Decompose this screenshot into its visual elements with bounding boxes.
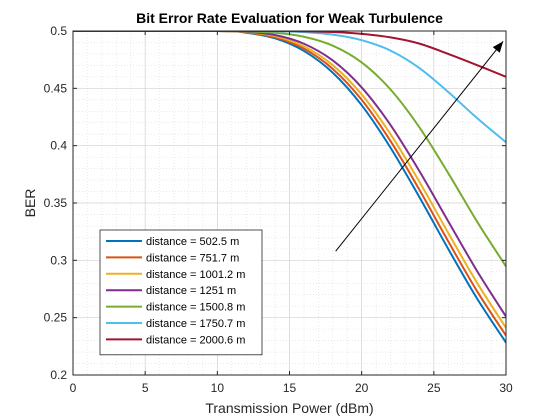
x-tick-label: 30 bbox=[499, 381, 513, 395]
x-tick-label: 10 bbox=[211, 381, 225, 395]
y-tick-label: 0.5 bbox=[50, 24, 67, 38]
annotation-arrow-shaft bbox=[335, 41, 504, 252]
annotation-arrow-head bbox=[492, 41, 504, 53]
x-tick-label: 15 bbox=[283, 381, 297, 395]
y-tick-label: 0.2 bbox=[50, 368, 67, 382]
legend-box bbox=[99, 229, 263, 356]
x-tick-label: 25 bbox=[427, 381, 441, 395]
chart-title: Bit Error Rate Evaluation for Weak Turbu… bbox=[136, 10, 443, 26]
legend-label-3: distance = 1251 m bbox=[146, 285, 236, 297]
y-axis-label: BER bbox=[22, 189, 38, 218]
y-tick-label: 0.4 bbox=[50, 139, 67, 153]
y-tick-labels: 0.2 0.25 0.3 0.35 0.4 0.45 0.5 bbox=[44, 24, 68, 382]
legend-label-2: distance = 1001.2 m bbox=[146, 269, 245, 281]
x-tick-labels: 0 5 10 15 20 25 30 bbox=[70, 381, 513, 395]
x-tick-label: 20 bbox=[355, 381, 369, 395]
y-tick-label: 0.35 bbox=[44, 196, 68, 210]
y-tick-label: 0.3 bbox=[50, 253, 67, 267]
annotation-group bbox=[335, 41, 504, 252]
legend-label-5: distance = 1750.7 m bbox=[146, 318, 245, 330]
legend-label-0: distance = 502.5 m bbox=[146, 236, 239, 248]
x-axis-label: Transmission Power (dBm) bbox=[205, 400, 373, 416]
y-tick-label: 0.45 bbox=[44, 81, 68, 95]
x-tick-label: 0 bbox=[70, 381, 77, 395]
ticks-group bbox=[72, 30, 507, 376]
series-line-6 bbox=[73, 31, 506, 78]
x-tick-label: 5 bbox=[142, 381, 149, 395]
legend-label-4: distance = 1500.8 m bbox=[146, 302, 245, 314]
series-line-5 bbox=[73, 31, 506, 143]
legend-label-1: distance = 751.7 m bbox=[146, 252, 239, 264]
y-tick-label: 0.25 bbox=[44, 311, 68, 325]
legend: distance = 502.5 m distance = 751.7 m dist… bbox=[99, 229, 263, 356]
legend-label-6: distance = 2000.6 m bbox=[146, 334, 245, 346]
